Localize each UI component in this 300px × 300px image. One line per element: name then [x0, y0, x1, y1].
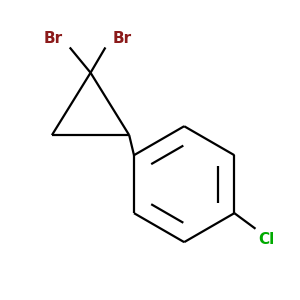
- Text: Cl: Cl: [259, 232, 275, 247]
- Text: Br: Br: [113, 31, 132, 46]
- Text: Br: Br: [43, 31, 62, 46]
